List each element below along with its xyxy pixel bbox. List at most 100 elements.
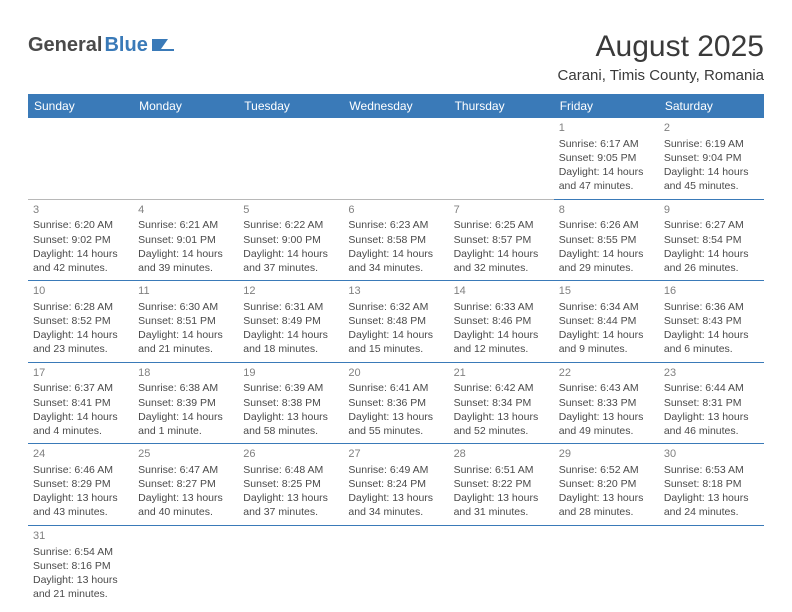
calendar-cell: 28Sunrise: 6:51 AMSunset: 8:22 PMDayligh… bbox=[449, 444, 554, 526]
day-detail: Daylight: 13 hours bbox=[664, 491, 759, 505]
day-detail: Sunrise: 6:20 AM bbox=[33, 218, 128, 232]
day-number: 14 bbox=[454, 284, 549, 299]
calendar-table: SundayMondayTuesdayWednesdayThursdayFrid… bbox=[28, 94, 764, 606]
calendar-cell: 17Sunrise: 6:37 AMSunset: 8:41 PMDayligh… bbox=[28, 362, 133, 444]
day-detail: and 46 minutes. bbox=[664, 424, 759, 438]
day-detail: Sunset: 8:29 PM bbox=[33, 477, 128, 491]
calendar-cell bbox=[449, 525, 554, 606]
logo-text-general: General bbox=[28, 34, 102, 57]
calendar-cell: 26Sunrise: 6:48 AMSunset: 8:25 PMDayligh… bbox=[238, 444, 343, 526]
calendar-cell: 30Sunrise: 6:53 AMSunset: 8:18 PMDayligh… bbox=[659, 444, 764, 526]
day-detail: Sunset: 9:02 PM bbox=[33, 233, 128, 247]
day-detail: Daylight: 14 hours bbox=[348, 328, 443, 342]
day-detail: Sunset: 9:01 PM bbox=[138, 233, 233, 247]
day-detail: Daylight: 14 hours bbox=[138, 247, 233, 261]
day-detail: and 21 minutes. bbox=[33, 587, 128, 601]
day-detail: Daylight: 14 hours bbox=[559, 165, 654, 179]
day-detail: Sunrise: 6:46 AM bbox=[33, 463, 128, 477]
day-detail: Sunset: 8:36 PM bbox=[348, 396, 443, 410]
day-detail: Sunset: 8:25 PM bbox=[243, 477, 338, 491]
day-detail: Daylight: 14 hours bbox=[454, 247, 549, 261]
calendar-cell: 13Sunrise: 6:32 AMSunset: 8:48 PMDayligh… bbox=[343, 281, 448, 363]
day-detail: Sunset: 8:38 PM bbox=[243, 396, 338, 410]
day-detail: Sunset: 8:51 PM bbox=[138, 314, 233, 328]
day-detail: Sunrise: 6:36 AM bbox=[664, 300, 759, 314]
day-detail: Sunset: 9:04 PM bbox=[664, 151, 759, 165]
calendar-cell: 12Sunrise: 6:31 AMSunset: 8:49 PMDayligh… bbox=[238, 281, 343, 363]
calendar-cell: 2Sunrise: 6:19 AMSunset: 9:04 PMDaylight… bbox=[659, 118, 764, 199]
day-detail: and 26 minutes. bbox=[664, 261, 759, 275]
day-detail: Daylight: 13 hours bbox=[664, 410, 759, 424]
calendar-cell bbox=[449, 118, 554, 199]
day-detail: Sunset: 8:22 PM bbox=[454, 477, 549, 491]
day-detail: and 52 minutes. bbox=[454, 424, 549, 438]
day-detail: Daylight: 14 hours bbox=[559, 328, 654, 342]
day-detail: and 43 minutes. bbox=[33, 505, 128, 519]
calendar-row: 3Sunrise: 6:20 AMSunset: 9:02 PMDaylight… bbox=[28, 199, 764, 281]
day-number: 7 bbox=[454, 203, 549, 218]
calendar-cell: 15Sunrise: 6:34 AMSunset: 8:44 PMDayligh… bbox=[554, 281, 659, 363]
month-title: August 2025 bbox=[558, 30, 764, 64]
header: General Blue August 2025 Carani, Timis C… bbox=[28, 30, 764, 84]
day-detail: Sunrise: 6:31 AM bbox=[243, 300, 338, 314]
day-detail: and 29 minutes. bbox=[559, 261, 654, 275]
day-number: 27 bbox=[348, 447, 443, 462]
title-block: August 2025 Carani, Timis County, Romani… bbox=[558, 30, 764, 84]
flag-icon bbox=[152, 34, 174, 57]
day-header: Saturday bbox=[659, 94, 764, 118]
calendar-cell bbox=[133, 118, 238, 199]
day-detail: Daylight: 13 hours bbox=[559, 491, 654, 505]
day-detail: Sunrise: 6:32 AM bbox=[348, 300, 443, 314]
day-detail: and 42 minutes. bbox=[33, 261, 128, 275]
day-number: 12 bbox=[243, 284, 338, 299]
day-detail: Daylight: 14 hours bbox=[33, 247, 128, 261]
day-detail: Daylight: 13 hours bbox=[454, 410, 549, 424]
day-detail: Sunrise: 6:51 AM bbox=[454, 463, 549, 477]
calendar-cell bbox=[133, 525, 238, 606]
day-detail: Daylight: 13 hours bbox=[348, 410, 443, 424]
day-detail: Sunset: 8:57 PM bbox=[454, 233, 549, 247]
calendar-cell: 20Sunrise: 6:41 AMSunset: 8:36 PMDayligh… bbox=[343, 362, 448, 444]
day-detail: and 32 minutes. bbox=[454, 261, 549, 275]
day-detail: and 12 minutes. bbox=[454, 342, 549, 356]
day-detail: Sunset: 9:00 PM bbox=[243, 233, 338, 247]
day-header: Wednesday bbox=[343, 94, 448, 118]
calendar-cell: 1Sunrise: 6:17 AMSunset: 9:05 PMDaylight… bbox=[554, 118, 659, 199]
day-detail: and 15 minutes. bbox=[348, 342, 443, 356]
day-header: Monday bbox=[133, 94, 238, 118]
day-detail: Daylight: 13 hours bbox=[559, 410, 654, 424]
calendar-cell: 6Sunrise: 6:23 AMSunset: 8:58 PMDaylight… bbox=[343, 199, 448, 281]
day-detail: and 18 minutes. bbox=[243, 342, 338, 356]
day-detail: Daylight: 13 hours bbox=[33, 491, 128, 505]
day-detail: Sunrise: 6:53 AM bbox=[664, 463, 759, 477]
day-detail: Daylight: 14 hours bbox=[454, 328, 549, 342]
calendar-row: 17Sunrise: 6:37 AMSunset: 8:41 PMDayligh… bbox=[28, 362, 764, 444]
calendar-cell bbox=[238, 525, 343, 606]
day-detail: Sunrise: 6:54 AM bbox=[33, 545, 128, 559]
day-detail: Sunrise: 6:48 AM bbox=[243, 463, 338, 477]
day-number: 15 bbox=[559, 284, 654, 299]
day-number: 19 bbox=[243, 366, 338, 381]
calendar-cell: 31Sunrise: 6:54 AMSunset: 8:16 PMDayligh… bbox=[28, 525, 133, 606]
day-detail: and 47 minutes. bbox=[559, 179, 654, 193]
logo-text-blue: Blue bbox=[104, 34, 147, 57]
day-detail: Sunrise: 6:52 AM bbox=[559, 463, 654, 477]
day-detail: Daylight: 14 hours bbox=[559, 247, 654, 261]
calendar-cell: 16Sunrise: 6:36 AMSunset: 8:43 PMDayligh… bbox=[659, 281, 764, 363]
day-detail: Sunset: 8:33 PM bbox=[559, 396, 654, 410]
calendar-cell bbox=[659, 525, 764, 606]
calendar-cell: 8Sunrise: 6:26 AMSunset: 8:55 PMDaylight… bbox=[554, 199, 659, 281]
day-detail: Sunset: 8:34 PM bbox=[454, 396, 549, 410]
day-detail: Sunset: 8:46 PM bbox=[454, 314, 549, 328]
calendar-cell: 19Sunrise: 6:39 AMSunset: 8:38 PMDayligh… bbox=[238, 362, 343, 444]
day-detail: Daylight: 13 hours bbox=[454, 491, 549, 505]
day-detail: Sunset: 8:20 PM bbox=[559, 477, 654, 491]
day-number: 29 bbox=[559, 447, 654, 462]
day-number: 3 bbox=[33, 203, 128, 218]
day-detail: Sunrise: 6:38 AM bbox=[138, 381, 233, 395]
day-number: 9 bbox=[664, 203, 759, 218]
calendar-cell bbox=[343, 118, 448, 199]
day-header: Tuesday bbox=[238, 94, 343, 118]
day-detail: Sunrise: 6:34 AM bbox=[559, 300, 654, 314]
calendar-body: 1Sunrise: 6:17 AMSunset: 9:05 PMDaylight… bbox=[28, 118, 764, 606]
